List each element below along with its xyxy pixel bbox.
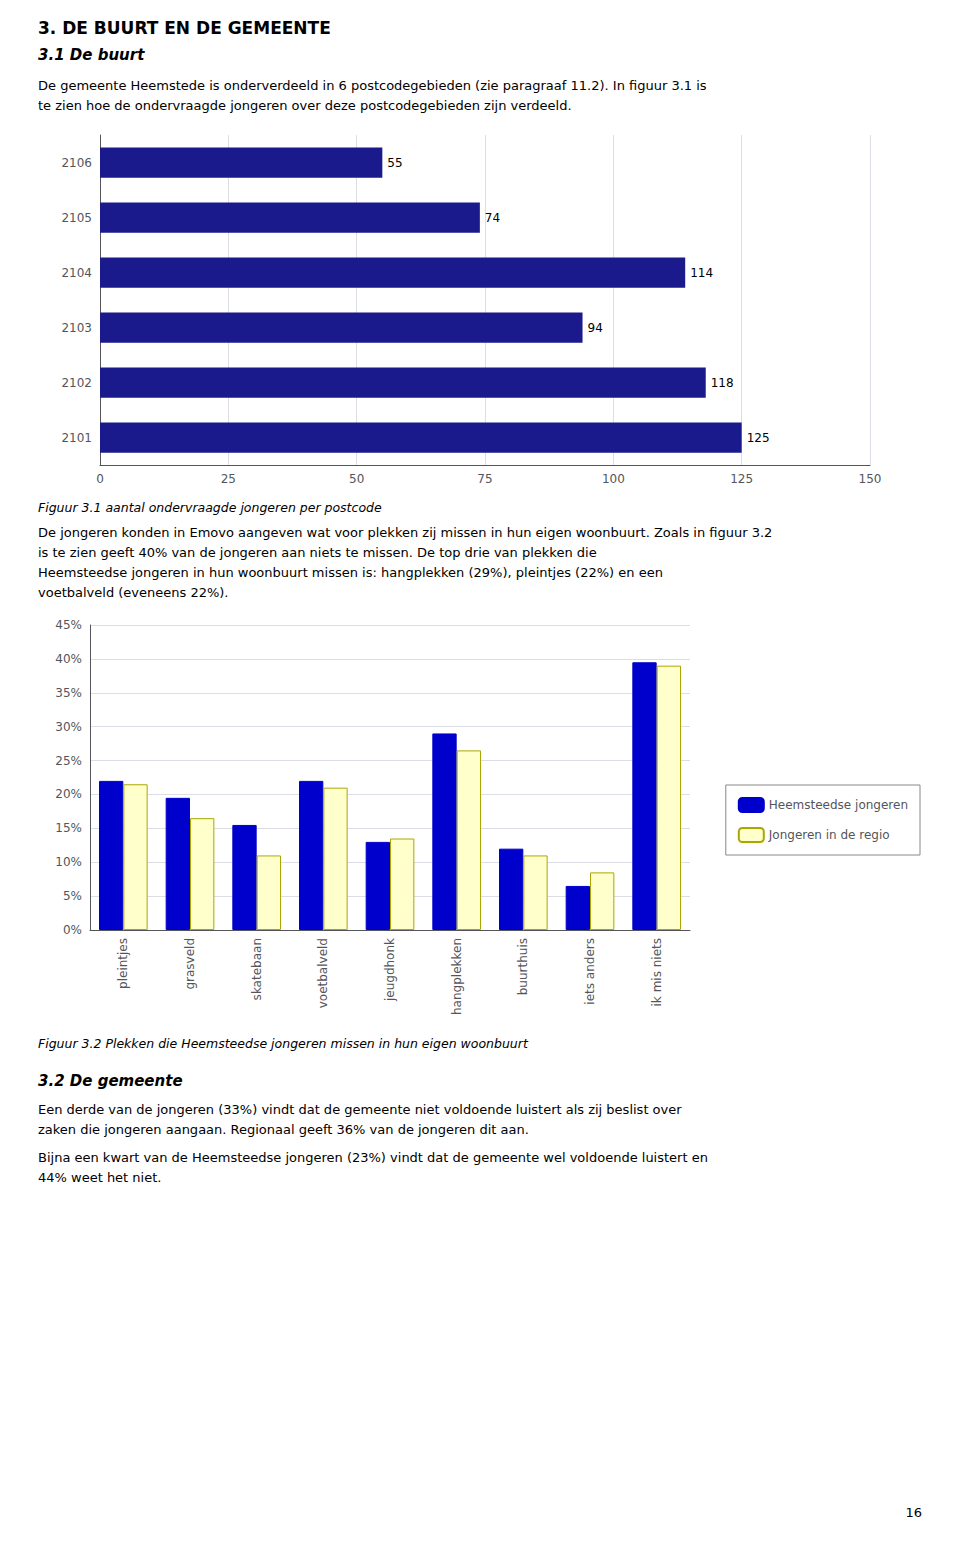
svg-text:grasveld: grasveld	[183, 938, 197, 990]
svg-text:iets anders: iets anders	[583, 938, 597, 1005]
html-text:3.2 De gemeente: 3.2 De gemeente	[38, 1072, 183, 1090]
html-text:te zien hoe de ondervraagde jo: te zien hoe de ondervraagde jongeren ove…	[38, 98, 572, 113]
html-text:Bijna een kwart van de Heemste: Bijna een kwart van de Heemsteedse jonge…	[38, 1150, 708, 1165]
svg-text:2102: 2102	[61, 376, 92, 390]
svg-text:74: 74	[485, 211, 500, 225]
html-text:Een derde van de jongeren (33%: Een derde van de jongeren (33%) vindt da…	[38, 1102, 682, 1117]
svg-text:10%: 10%	[55, 855, 82, 869]
html-text:44% weet het niet.: 44% weet het niet.	[38, 1170, 162, 1185]
svg-text:25: 25	[221, 472, 236, 486]
svg-text:100: 100	[602, 472, 625, 486]
svg-text:voetbalveld: voetbalveld	[316, 938, 330, 1008]
html-text:3.1 De buurt: 3.1 De buurt	[38, 46, 145, 64]
html-text:zaken die jongeren aangaan. Re: zaken die jongeren aangaan. Regionaal ge…	[38, 1122, 529, 1137]
svg-text:55: 55	[387, 156, 402, 170]
html-text:3. DE BUURT EN DE GEMEENTE: 3. DE BUURT EN DE GEMEENTE	[38, 18, 331, 38]
svg-text:75: 75	[477, 472, 492, 486]
svg-text:2105: 2105	[61, 211, 92, 225]
svg-text:40%: 40%	[55, 652, 82, 666]
svg-text:pleintjes: pleintjes	[116, 938, 130, 989]
html-text:16: 16	[905, 1505, 922, 1520]
html-text:Figuur 3.2 Plekken die Heemste: Figuur 3.2 Plekken die Heemsteedse jonge…	[38, 1036, 528, 1051]
svg-text:0: 0	[96, 472, 104, 486]
svg-text:2103: 2103	[61, 321, 92, 335]
svg-text:5%: 5%	[63, 889, 82, 903]
svg-text:2104: 2104	[61, 266, 92, 280]
svg-text:30%: 30%	[55, 720, 82, 734]
svg-text:0%: 0%	[63, 923, 82, 937]
svg-text:skatebaan: skatebaan	[250, 938, 264, 1000]
svg-text:45%: 45%	[55, 618, 82, 632]
svg-text:35%: 35%	[55, 686, 82, 700]
html-text:Figuur 3.1 aantal ondervraagde: Figuur 3.1 aantal ondervraagde jongeren …	[38, 500, 382, 515]
svg-text:150: 150	[859, 472, 882, 486]
svg-text:25%: 25%	[55, 754, 82, 768]
svg-text:jeugdhonk: jeugdhonk	[383, 938, 397, 1002]
svg-text:94: 94	[588, 321, 603, 335]
svg-text:buurthuis: buurthuis	[516, 938, 530, 995]
svg-text:2101: 2101	[61, 431, 92, 445]
svg-text:ik mis niets: ik mis niets	[650, 938, 664, 1006]
svg-text:2106: 2106	[61, 156, 92, 170]
svg-text:118: 118	[711, 376, 734, 390]
html-text:is te zien geeft 40% van de jo: is te zien geeft 40% van de jongeren aan…	[38, 545, 597, 560]
svg-text:50: 50	[349, 472, 364, 486]
svg-text:20%: 20%	[55, 787, 82, 801]
svg-text:15%: 15%	[55, 821, 82, 835]
svg-text:125: 125	[730, 472, 753, 486]
html-text:De gemeente Heemstede is onder: De gemeente Heemstede is onderverdeeld i…	[38, 78, 707, 93]
svg-text:hangplekken: hangplekken	[450, 938, 464, 1015]
svg-text:Heemsteedse jongeren: Heemsteedse jongeren	[769, 798, 908, 812]
svg-text:125: 125	[747, 431, 770, 445]
svg-text:Jongeren in de regio: Jongeren in de regio	[768, 828, 890, 842]
html-text:Heemsteedse jongeren in hun wo: Heemsteedse jongeren in hun woonbuurt mi…	[38, 565, 663, 580]
html-text:De jongeren konden in Emovo aa: De jongeren konden in Emovo aangeven wat…	[38, 525, 773, 540]
html-text:voetbalveld (eveneens 22%).: voetbalveld (eveneens 22%).	[38, 585, 229, 600]
svg-text:114: 114	[690, 266, 713, 280]
